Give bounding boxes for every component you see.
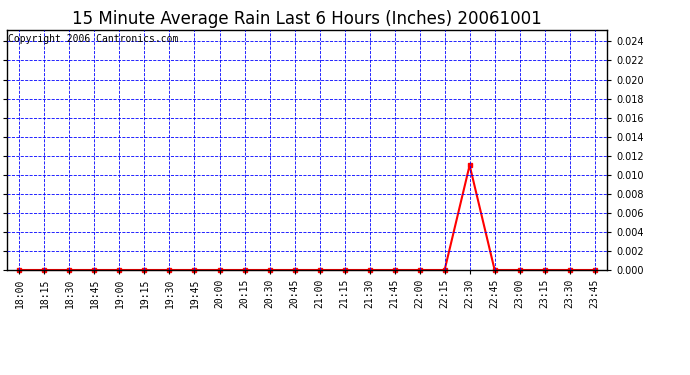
Text: Copyright 2006 Cantronics.com: Copyright 2006 Cantronics.com — [8, 34, 179, 44]
Title: 15 Minute Average Rain Last 6 Hours (Inches) 20061001: 15 Minute Average Rain Last 6 Hours (Inc… — [72, 10, 542, 28]
